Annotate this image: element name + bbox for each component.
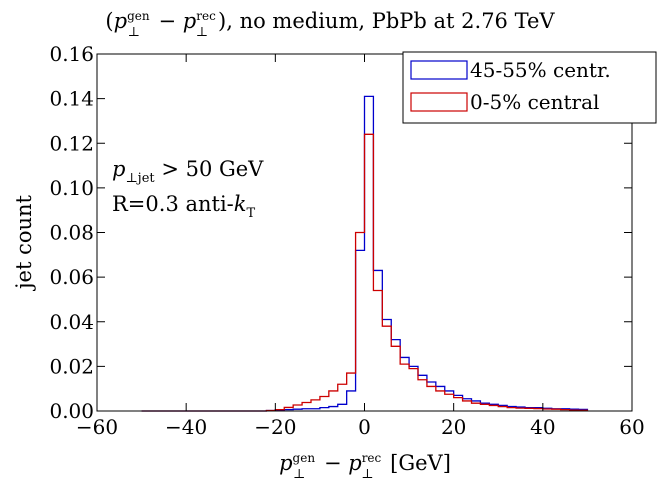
x-tick-label: 0 (358, 415, 371, 439)
legend-label-0-5: 0-5% central (470, 90, 599, 114)
marks-layer (141, 95, 589, 412)
x-tick-label: 40 (530, 415, 555, 439)
y-tick-label: 0.06 (49, 265, 94, 289)
y-tick-label: 0.08 (49, 221, 94, 245)
x-tick-label: −40 (165, 415, 207, 439)
x-tick-label: −20 (254, 415, 296, 439)
y-tick-label: 0.04 (49, 310, 94, 334)
annotation-jet-algo: R=0.3 anti-kT (112, 192, 256, 221)
y-tick-label: 0.14 (49, 87, 94, 111)
y-tick-label: 0.16 (49, 42, 94, 66)
legend-swatch-45-55 (410, 60, 468, 80)
x-tick-label: −60 (76, 415, 118, 439)
x-tick-label: 60 (619, 415, 644, 439)
y-tick-label: 0.12 (49, 131, 94, 155)
legend-swatch-0-5 (410, 92, 468, 112)
annotation-pt-cut: p⊥jet > 50 GeV (112, 157, 264, 186)
legend-label-45-55: 45-55% centr. (470, 58, 611, 82)
x-axis-label: pgen ⊥ − prec ⊥ [GeV] (279, 451, 451, 478)
axes-layer: −60 −40 −20 0 20 40 60 0.00 0.02 0.04 0.06 0.08 0.10… (49, 42, 644, 439)
y-tick-label: 0.10 (49, 176, 94, 200)
y-tick-label: 0.00 (49, 399, 94, 423)
y-axis-label: jet count (12, 194, 36, 292)
y-tick-label: 0.02 (49, 354, 94, 378)
x-tick-label: 20 (441, 415, 466, 439)
chart-title: (pgen ⊥ − prec ⊥), no medium, PbPb at 2.76… (105, 9, 555, 40)
legend: 45-55% centr. 0-5% central (402, 51, 657, 124)
